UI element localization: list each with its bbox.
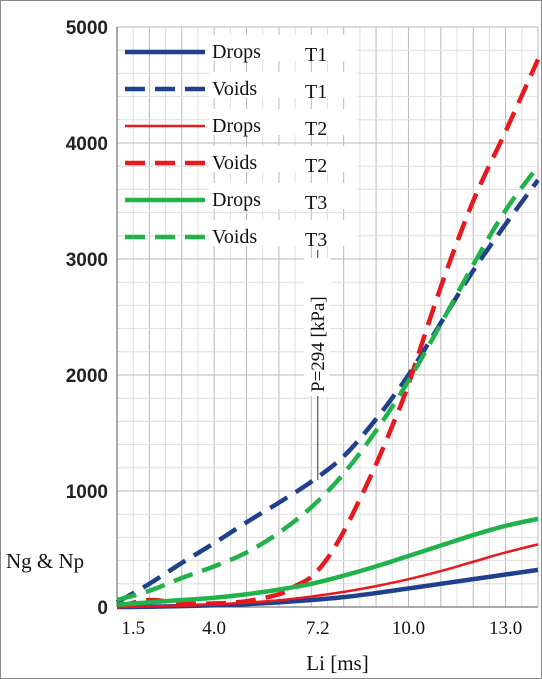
- x-axis-label: Li [ms]: [306, 651, 368, 675]
- y-tick-labels: 0 1000 2000 3000 4000 5000: [66, 18, 108, 619]
- series-line-voids-t2: [116, 58, 541, 610]
- annotation-label: P=294 [kPa]: [308, 296, 329, 392]
- legend-label-background: [209, 183, 357, 209]
- legend-tag: T1: [305, 44, 327, 66]
- y-axis-label: Ng & Np: [6, 549, 84, 573]
- legend-label-background: [209, 220, 357, 246]
- legend-label-background: [209, 146, 357, 172]
- annotation-background: [303, 258, 330, 396]
- series-line-drops-t3: [116, 516, 539, 607]
- legend: Drops T1 Voids T1 Drops T2 Voids T2 Drops T3 Voids…: [125, 35, 357, 251]
- y-tick-label: 5000: [66, 18, 108, 39]
- x-tick-label: 4.0: [202, 618, 226, 639]
- legend-label: Drops: [212, 115, 261, 137]
- legend-label: Drops: [212, 41, 261, 63]
- legend-label: Voids: [212, 152, 257, 174]
- legend-label-background: [209, 109, 357, 135]
- y-tick-label: 0: [97, 598, 108, 619]
- pressure-annotation: P=294 [kPa]: [303, 250, 330, 480]
- x-tick-label: 7.2: [306, 618, 330, 639]
- y-axis-label-background: [4, 548, 112, 574]
- y-tick-label: 4000: [66, 134, 108, 155]
- series-lines: [115, 58, 541, 610]
- legend-label: Voids: [212, 78, 257, 100]
- legend-label-background: [209, 35, 357, 61]
- y-tick-label: 1000: [66, 482, 108, 503]
- legend-tag: T1: [305, 81, 327, 103]
- y-tick-label: 2000: [66, 366, 108, 387]
- legend-label-background: [209, 72, 357, 98]
- legend-label: Voids: [212, 226, 257, 248]
- series-line-voids-t1: [115, 178, 540, 605]
- legend-label: Drops: [212, 189, 261, 211]
- legend-tag: T2: [305, 118, 327, 140]
- legend-tag: T3: [305, 192, 327, 214]
- x-tick-label: 10.0: [392, 618, 425, 639]
- x-tick-label: 1.5: [121, 618, 145, 639]
- x-tick-label: 13.0: [489, 618, 522, 639]
- legend-tag: T3: [305, 229, 327, 251]
- legend-tag: T2: [305, 155, 327, 177]
- series-line-voids-t3: [116, 164, 540, 603]
- y-tick-label: 3000: [66, 250, 108, 271]
- x-tick-labels: 1.5 4.0 7.2 10.0 13.0: [121, 618, 522, 639]
